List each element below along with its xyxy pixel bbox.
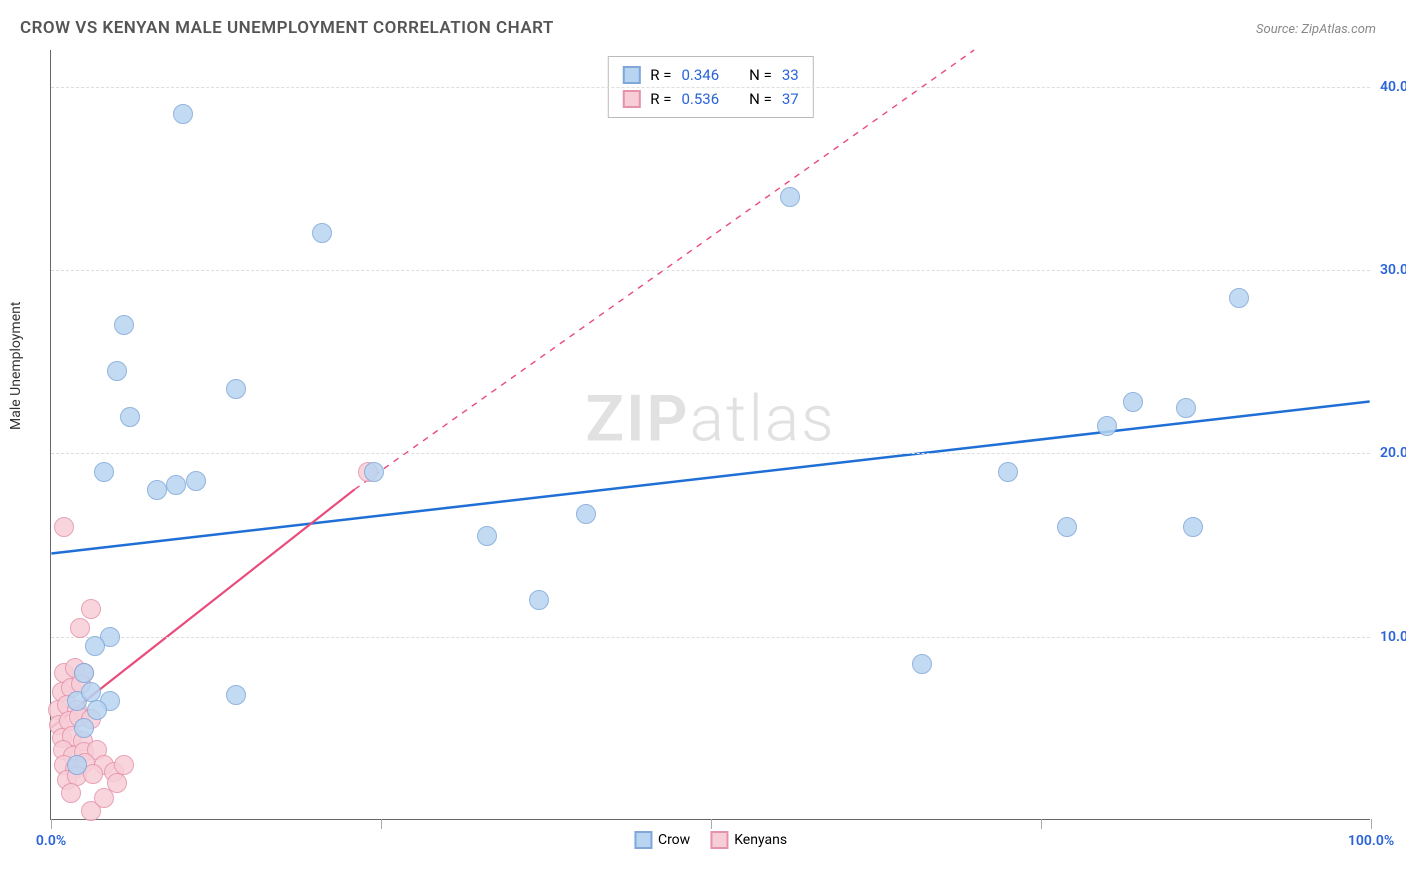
y-tick-label: 40.0% (1380, 79, 1406, 95)
r-label: R = (650, 63, 671, 87)
data-point (85, 636, 105, 656)
data-point (67, 755, 87, 775)
swatch-crow (622, 66, 640, 84)
x-tick (51, 819, 52, 829)
data-point (114, 315, 134, 335)
plot-area: ZIPatlas R = 0.346 N = 33 R = 0.536 N = … (50, 50, 1370, 820)
x-tick (1041, 819, 1042, 829)
data-point (147, 480, 167, 500)
legend-item-kenyans: Kenyans (710, 831, 787, 849)
title-bar: CROW VS KENYAN MALE UNEMPLOYMENT CORRELA… (20, 18, 1376, 38)
data-point (186, 471, 206, 491)
data-point (54, 517, 74, 537)
y-axis-label: Male Unemployment (8, 302, 24, 430)
swatch-kenyans (622, 90, 640, 108)
data-point (1183, 517, 1203, 537)
n-value-kenyans: 37 (782, 87, 799, 111)
data-point (364, 462, 384, 482)
data-point (94, 462, 114, 482)
watermark: ZIPatlas (585, 382, 835, 457)
r-value-crow: 0.346 (681, 63, 719, 87)
data-point (173, 104, 193, 124)
data-point (998, 462, 1018, 482)
chart-title: CROW VS KENYAN MALE UNEMPLOYMENT CORRELA… (20, 18, 554, 38)
data-point (94, 788, 114, 808)
x-tick (1371, 819, 1372, 829)
data-point (61, 783, 81, 803)
data-point (166, 475, 186, 495)
gridline (51, 87, 1370, 88)
watermark-bold: ZIP (585, 382, 689, 457)
swatch-crow (634, 831, 652, 849)
r-value-kenyans: 0.536 (681, 87, 719, 111)
source-attribution: Source: ZipAtlas.com (1256, 22, 1376, 37)
legend-row-crow: R = 0.346 N = 33 (622, 63, 798, 87)
trend-line (51, 402, 1369, 554)
data-point (226, 379, 246, 399)
r-label: R = (650, 87, 671, 111)
watermark-light: atlas (690, 382, 836, 457)
legend-item-crow: Crow (634, 831, 690, 849)
data-point (477, 526, 497, 546)
y-tick-label: 20.0% (1380, 445, 1406, 461)
y-tick-label: 30.0% (1380, 262, 1406, 278)
data-point (1176, 398, 1196, 418)
data-point (226, 685, 246, 705)
gridline (51, 637, 1370, 638)
x-tick-label: 100.0% (1348, 833, 1394, 849)
gridline (51, 270, 1370, 271)
data-point (1097, 416, 1117, 436)
x-tick-label: 0.0% (36, 833, 66, 849)
data-point (529, 590, 549, 610)
n-value-crow: 33 (782, 63, 799, 87)
data-point (87, 700, 107, 720)
data-point (81, 682, 101, 702)
data-point (114, 755, 134, 775)
legend-row-kenyans: R = 0.536 N = 37 (622, 87, 798, 111)
data-point (576, 504, 596, 524)
data-point (1057, 517, 1077, 537)
gridline (51, 453, 1370, 454)
n-label: N = (749, 63, 772, 87)
legend-label-kenyans: Kenyans (734, 832, 787, 848)
swatch-kenyans (710, 831, 728, 849)
data-point (81, 599, 101, 619)
data-point (70, 618, 90, 638)
data-point (74, 663, 94, 683)
data-point (120, 407, 140, 427)
data-point (312, 223, 332, 243)
data-point (1123, 392, 1143, 412)
trend-lines-layer (51, 50, 1370, 819)
data-point (74, 718, 94, 738)
correlation-scatter-chart: CROW VS KENYAN MALE UNEMPLOYMENT CORRELA… (0, 0, 1406, 892)
y-tick-label: 10.0% (1380, 629, 1406, 645)
legend-label-crow: Crow (658, 832, 690, 848)
data-point (912, 654, 932, 674)
x-tick (711, 819, 712, 829)
data-point (1229, 288, 1249, 308)
data-point (107, 361, 127, 381)
legend-series: Crow Kenyans (634, 831, 787, 849)
x-tick (381, 819, 382, 829)
n-label: N = (749, 87, 772, 111)
data-point (780, 187, 800, 207)
